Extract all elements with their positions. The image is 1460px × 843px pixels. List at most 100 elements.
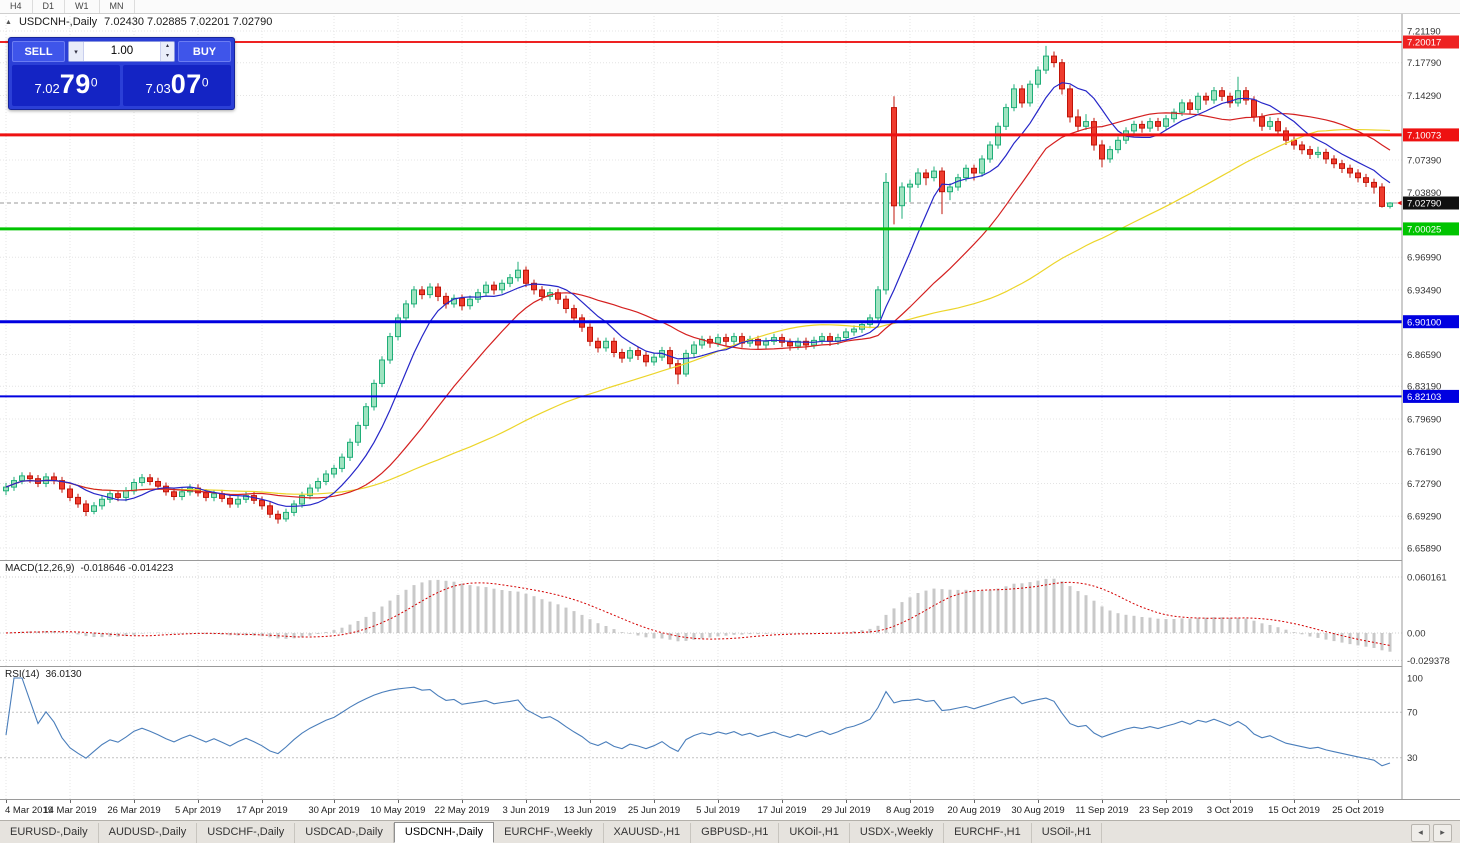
sell-button[interactable]: SELL <box>12 41 65 62</box>
chart-tab-eurusd-daily[interactable]: EURUSD-,Daily <box>0 823 99 843</box>
price-badge-6.82103: 6.82103 <box>1403 389 1459 403</box>
date-tick-label: 29 Jul 2019 <box>821 805 871 816</box>
chart-tab-gbpusd-h1[interactable]: GBPUSD-,H1 <box>691 823 780 843</box>
chart-tab-usdchf-daily[interactable]: USDCHF-,Daily <box>197 823 296 843</box>
date-tick-mark <box>198 800 199 803</box>
date-tick-mark <box>1166 800 1167 803</box>
timeframe-button-d1[interactable]: D1 <box>33 0 66 13</box>
price-axis[interactable]: 7.21190 7.17790 7.14290 7.07390 7.03890 6.969… <box>1403 26 1459 554</box>
macd-tick-label: 0.060161 <box>1407 572 1447 583</box>
date-tick-label: 13 Jun 2019 <box>563 805 617 816</box>
chart-tab-ukoil-h1[interactable]: UKOil-,H1 <box>779 823 850 843</box>
price-tick-label: 7.21190 <box>1407 26 1441 37</box>
date-tick-label: 3 Oct 2019 <box>1206 805 1254 816</box>
candles <box>3 45 1393 524</box>
buy-button[interactable]: BUY <box>178 41 231 62</box>
date-tick-mark <box>134 800 135 803</box>
date-tick-mark <box>462 800 463 803</box>
price-tick-label: 6.79690 <box>1407 414 1441 425</box>
tab-scroll-left-icon[interactable]: ◂ <box>1411 824 1430 842</box>
volume-decrease-button[interactable]: ▾ <box>160 51 174 61</box>
date-tick-label: 30 Aug 2019 <box>1011 805 1065 816</box>
chart-tab-bar: EURUSD-,Daily AUDUSD-,Daily USDCHF-,Daily U… <box>0 820 1460 843</box>
fast-ma-line <box>5 82 1391 507</box>
svg-text:7.20017: 7.20017 <box>1407 38 1441 49</box>
volume-stepper: ▴ ▾ <box>160 42 174 61</box>
macd-histogram <box>12 578 1392 652</box>
chart-tab-usdcnh-daily[interactable]: USDCNH-,Daily <box>393 822 495 843</box>
chart-tab-usdcad-daily[interactable]: USDCAD-,Daily <box>295 823 394 843</box>
buy-price-digits: 07 <box>170 69 202 99</box>
price-tick-label: 6.96990 <box>1407 253 1441 264</box>
timeframe-button-w1[interactable]: W1 <box>65 0 100 13</box>
chart-tab-xauusd-h1[interactable]: XAUUSD-,H1 <box>604 823 692 843</box>
price-badge-7.00025: 7.00025 <box>1403 222 1459 236</box>
macd-canvas[interactable]: 0.060161 0.00 -0.029378 <box>0 560 1460 667</box>
macd-tick-label: 0.00 <box>1407 628 1426 639</box>
volume-control: ▾ 1.00 ▴ ▾ <box>68 41 175 62</box>
price-tick-label: 6.65890 <box>1407 543 1441 554</box>
timeframe-toolbar: H4 D1 W1 MN <box>0 0 1460 14</box>
volume-dropdown-button[interactable]: ▾ <box>69 42 84 61</box>
price-tick-label: 6.86590 <box>1407 350 1441 361</box>
mid-ma-line <box>5 112 1391 499</box>
date-tick-label: 10 May 2019 <box>370 805 426 816</box>
svg-text:7.02790: 7.02790 <box>1407 199 1441 210</box>
date-axis[interactable]: 4 Mar 2019 14 Mar 2019 26 Mar 2019 5 Apr 20… <box>0 799 1460 821</box>
date-tick-label: 20 Aug 2019 <box>947 805 1001 816</box>
rsi-tick-label: 70 <box>1407 708 1418 719</box>
date-tick-label: 11 Sep 2019 <box>1075 805 1129 816</box>
chart-tab-usoil-h1[interactable]: USOil-,H1 <box>1032 823 1103 843</box>
chart-tab-usdx-weekly[interactable]: USDX-,Weekly <box>850 823 945 843</box>
macd-grid <box>0 560 1402 666</box>
macd-panel[interactable]: 0.060161 0.00 -0.029378 MACD(12,26,9) -0.0… <box>0 560 1460 667</box>
sell-price[interactable]: 7.02790 <box>12 65 120 106</box>
rsi-tick-label: 30 <box>1407 753 1418 764</box>
date-tick-label: 25 Oct 2019 <box>1332 805 1384 816</box>
rsi-canvas[interactable]: 100 70 30 <box>0 666 1460 799</box>
price-chart-canvas[interactable]: 7.21190 7.17790 7.14290 7.07390 7.03890 6.969… <box>0 13 1460 560</box>
macd-axis[interactable]: 0.060161 0.00 -0.029378 <box>1407 572 1450 666</box>
date-tick-mark <box>846 800 847 803</box>
sell-price-digits: 79 <box>59 69 91 99</box>
volume-increase-button[interactable]: ▴ <box>160 42 174 52</box>
price-badge-6.90100: 6.90100 <box>1403 315 1459 328</box>
rsi-label: RSI(14) 36.0130 <box>5 669 82 680</box>
date-tick-label: 5 Apr 2019 <box>175 805 221 816</box>
date-tick-mark <box>334 800 335 803</box>
chart-ohlc-values: 7.02430 7.02885 7.02201 7.02790 <box>104 16 273 28</box>
chart-tab-eurchf-h1[interactable]: EURCHF-,H1 <box>944 823 1032 843</box>
date-tick-mark <box>910 800 911 803</box>
date-tick-mark <box>782 800 783 803</box>
chevron-down-icon: ▾ <box>74 48 78 56</box>
macd-indicator-values: -0.018646 -0.014223 <box>80 563 174 574</box>
rsi-axis[interactable]: 100 70 30 <box>1407 673 1423 764</box>
sell-price-prefix: 7.02 <box>34 81 60 96</box>
macd-signal-line <box>5 581 1391 646</box>
date-tick-label: 23 Sep 2019 <box>1139 805 1193 816</box>
chart-tab-audusd-daily[interactable]: AUDUSD-,Daily <box>99 823 198 843</box>
buy-price[interactable]: 7.03070 <box>123 65 231 106</box>
main-chart-panel[interactable]: 7.21190 7.17790 7.14290 7.07390 7.03890 6.969… <box>0 13 1460 560</box>
rsi-line <box>5 677 1391 767</box>
date-tick-label: 22 May 2019 <box>434 805 490 816</box>
price-tick-label: 7.14290 <box>1407 91 1441 102</box>
svg-text:7.00025: 7.00025 <box>1407 225 1441 236</box>
date-tick-label: 8 Aug 2019 <box>885 805 935 816</box>
date-tick-mark <box>6 800 7 803</box>
date-tick-mark <box>1102 800 1103 803</box>
date-tick-label: 4 Mar 2019 <box>4 805 54 816</box>
timeframe-button-mn[interactable]: MN <box>100 0 135 13</box>
slow-ma-line <box>5 128 1391 495</box>
price-tick-label: 6.83190 <box>1407 382 1441 393</box>
one-click-trading-widget: SELL ▾ 1.00 ▴ ▾ BUY 7.02790 7.03070 <box>8 37 235 110</box>
rsi-tick-label: 100 <box>1407 673 1423 684</box>
chart-tab-eurchf-weekly[interactable]: EURCHF-,Weekly <box>494 823 604 843</box>
price-tick-label: 6.76190 <box>1407 447 1441 458</box>
tab-scroll-right-icon[interactable]: ▸ <box>1433 824 1452 842</box>
rsi-panel[interactable]: 100 70 30 RSI(14) 36.0130 <box>0 666 1460 799</box>
svg-text:6.90100: 6.90100 <box>1407 317 1441 328</box>
timeframe-button-h4[interactable]: H4 <box>0 0 33 13</box>
volume-input[interactable]: 1.00 <box>110 45 134 57</box>
date-tick-mark <box>1294 800 1295 803</box>
